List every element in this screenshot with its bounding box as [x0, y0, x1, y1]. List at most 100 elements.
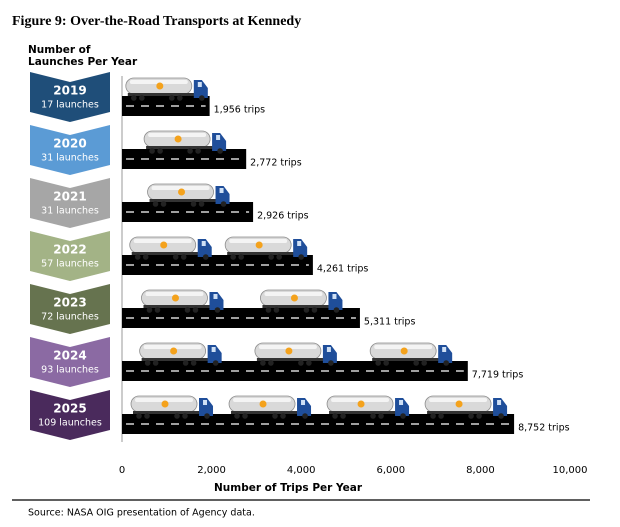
cab [395, 398, 410, 416]
flame [156, 82, 164, 90]
wheel [144, 360, 151, 366]
cab-window [497, 400, 502, 405]
cab-window [301, 400, 306, 405]
wheel [172, 254, 179, 260]
wheel [468, 413, 474, 419]
year-label: 2022 [53, 243, 86, 257]
truck [369, 342, 453, 366]
truck [228, 395, 312, 419]
chassis [427, 411, 500, 414]
cab [207, 345, 222, 363]
wheel [375, 360, 381, 366]
wheel [180, 254, 187, 260]
chassis [262, 305, 335, 308]
launches-label: 31 launches [41, 206, 99, 217]
wheel [198, 201, 205, 207]
wheel [238, 254, 244, 260]
cab-window [211, 347, 216, 352]
wheel [139, 95, 145, 101]
cab [197, 239, 212, 257]
wheel [306, 360, 312, 366]
chassis [143, 305, 216, 308]
flame [174, 135, 182, 143]
wheel [195, 148, 201, 154]
chart-title: Figure 9: Over-the-Road Transports at Ke… [12, 14, 301, 29]
wheel [217, 148, 223, 154]
flame [259, 400, 267, 408]
tank-highlight [129, 80, 188, 84]
year-chevron [30, 231, 110, 281]
year-chevron [30, 125, 110, 175]
wheel [443, 360, 449, 366]
wheel [413, 360, 419, 366]
wheel [268, 360, 274, 366]
tank-highlight [148, 133, 207, 137]
wheel [370, 413, 376, 419]
tank-highlight [331, 398, 390, 402]
chassis [329, 411, 402, 414]
tank-highlight [258, 345, 317, 349]
wheel [332, 413, 338, 419]
wheel [174, 413, 180, 419]
tank-highlight [429, 398, 488, 402]
year-label: 2020 [53, 137, 86, 151]
flame [285, 347, 293, 355]
cab [328, 292, 343, 310]
value-label: 5,311 trips [364, 317, 416, 328]
wheel [242, 413, 248, 419]
truck [143, 130, 227, 154]
wheel [160, 201, 167, 207]
wheel [298, 360, 304, 366]
tank-highlight [135, 398, 194, 402]
value-label: 2,772 trips [250, 158, 302, 169]
tank-highlight [229, 239, 288, 243]
chassis [231, 411, 304, 414]
x-axis-label: Number of Trips Per Year [214, 482, 363, 494]
wheel [234, 413, 240, 419]
wheel [298, 254, 304, 260]
cab-window [201, 241, 206, 246]
tank-highlight [374, 345, 433, 349]
launches-label: 57 launches [41, 259, 99, 270]
year-chevron [30, 284, 110, 334]
x-tick-label: 2,000 [197, 465, 226, 476]
flame [290, 294, 298, 302]
wheel [182, 360, 189, 366]
bar [122, 149, 247, 169]
year-label: 2024 [53, 349, 86, 363]
tank-highlight [151, 186, 210, 190]
bar [122, 96, 210, 116]
flame [160, 241, 168, 249]
flame [171, 294, 179, 302]
truck [139, 342, 222, 366]
chassis [127, 93, 200, 96]
flame [161, 400, 169, 408]
wheel [268, 254, 274, 260]
wheel [190, 201, 197, 207]
cab-window [332, 294, 337, 299]
wheel [230, 254, 236, 260]
cab [199, 398, 214, 416]
wheel [177, 95, 183, 101]
wheel [202, 254, 209, 260]
tank-highlight [145, 292, 204, 296]
wheel [476, 413, 482, 419]
year-chevron [30, 72, 110, 122]
wheel [400, 413, 406, 419]
truck [147, 183, 230, 207]
wheel [273, 307, 280, 313]
value-label: 2,926 trips [257, 211, 309, 222]
wheel [187, 148, 193, 154]
wheel [303, 307, 310, 313]
year-label: 2021 [53, 190, 86, 204]
chassis [256, 358, 329, 361]
flame [455, 400, 463, 408]
chassis [149, 199, 222, 202]
flame [170, 347, 178, 355]
wheel [272, 413, 278, 419]
launches-label: 93 launches [41, 365, 99, 376]
wheel [184, 307, 191, 313]
flame [255, 241, 263, 249]
cab-window [197, 82, 202, 87]
